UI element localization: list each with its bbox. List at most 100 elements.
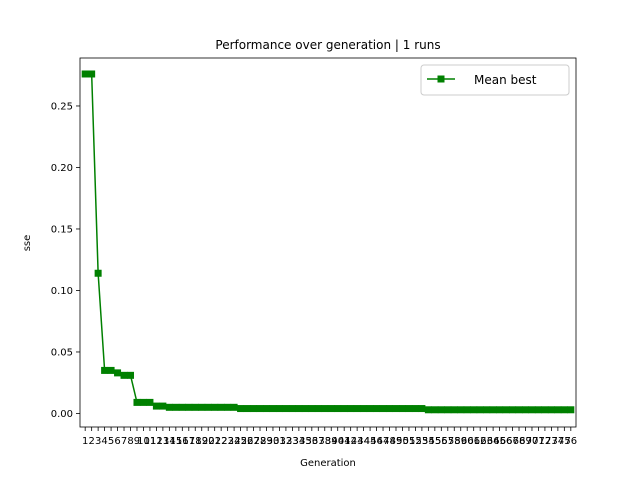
- data-point: [353, 405, 361, 413]
- data-point: [204, 403, 212, 411]
- legend-box: [420, 64, 570, 96]
- x-tick-label: 51: [403, 436, 416, 447]
- data-point: [360, 405, 368, 413]
- data-point: [211, 403, 219, 411]
- data-point: [301, 405, 309, 413]
- x-tick-label: 19: [195, 436, 208, 447]
- y-tick-label: 0.15: [51, 224, 73, 235]
- x-tick-label: 47: [377, 436, 390, 447]
- data-point: [321, 405, 329, 413]
- x-tick-label: 67: [506, 436, 519, 447]
- data-point: [262, 405, 270, 413]
- data-point: [114, 369, 122, 377]
- data-point: [411, 405, 419, 413]
- x-tick-label: 72: [539, 436, 552, 447]
- data-point: [139, 398, 147, 406]
- chart-title: Performance over generation | 1 runs: [215, 38, 440, 52]
- x-tick-label: 48: [383, 436, 396, 447]
- data-point: [127, 371, 135, 379]
- data-point: [463, 406, 471, 414]
- legend-label-mean-best: Mean best: [474, 73, 537, 87]
- data-point: [567, 406, 575, 414]
- x-tick-label: 65: [493, 436, 506, 447]
- x-tick-label: 68: [513, 436, 526, 447]
- x-tick-label: 8: [127, 436, 133, 447]
- x-tick-label: 34: [292, 436, 305, 447]
- x-tick-label: 64: [487, 436, 500, 447]
- x-tick-label: 13: [157, 436, 170, 447]
- x-tick-label: 27: [247, 436, 260, 447]
- x-tick-label: 29: [260, 436, 273, 447]
- x-tick-label: 3: [95, 436, 101, 447]
- data-point: [366, 405, 374, 413]
- data-point: [172, 403, 180, 411]
- x-tick-label: 12: [150, 436, 163, 447]
- x-tick-label: 46: [370, 436, 383, 447]
- y-tick-label: 0.25: [51, 101, 73, 112]
- data-point: [528, 406, 536, 414]
- x-tick-label: 53: [416, 436, 429, 447]
- x-tick-label: 10: [137, 436, 150, 447]
- x-tick-label: 74: [552, 436, 565, 447]
- data-point: [470, 406, 478, 414]
- x-tick-label: 71: [532, 436, 545, 447]
- data-point: [101, 366, 109, 374]
- x-tick-label: 30: [267, 436, 280, 447]
- plot-area: 0.000.050.100.150.200.251 2 3 4 5 6 7 8 91011121…: [51, 57, 577, 447]
- data-point: [314, 405, 322, 413]
- x-tick-label: 20: [202, 436, 215, 447]
- data-point: [379, 405, 387, 413]
- data-point: [243, 405, 251, 413]
- data-point: [496, 406, 504, 414]
- x-tick-label: 56: [435, 436, 448, 447]
- data-point: [237, 405, 245, 413]
- x-tick-label: 45: [364, 436, 377, 447]
- x-tick-label: 60: [461, 436, 474, 447]
- axes-frame: [79, 57, 577, 428]
- legend-marker-swatch: [437, 75, 445, 83]
- data-point: [230, 403, 238, 411]
- data-point: [120, 371, 128, 379]
- data-point: [424, 406, 432, 414]
- x-tick-label: 70: [526, 436, 539, 447]
- data-point: [547, 406, 555, 414]
- x-tick-label: 33: [286, 436, 299, 447]
- x-tick-label: 18: [189, 436, 202, 447]
- data-point: [178, 403, 186, 411]
- x-tick-label: 32: [280, 436, 293, 447]
- x-tick-label: 62: [474, 436, 487, 447]
- data-point: [107, 366, 115, 374]
- data-point: [282, 405, 290, 413]
- x-tick-label: 14: [163, 436, 176, 447]
- data-point: [392, 405, 400, 413]
- data-point: [308, 405, 316, 413]
- y-tick-label: 0.05: [51, 347, 73, 358]
- data-point: [398, 405, 406, 413]
- x-tick-label: 61: [467, 436, 480, 447]
- data-point: [191, 403, 199, 411]
- x-tick-label: 58: [448, 436, 461, 447]
- data-point: [541, 406, 549, 414]
- data-point: [88, 70, 96, 78]
- x-tick-label: 35: [299, 436, 312, 447]
- y-tick-label: 0.00: [51, 409, 73, 420]
- x-tick-label: 25: [234, 436, 247, 447]
- data-point: [386, 405, 394, 413]
- data-point: [94, 269, 102, 277]
- x-tick-label: 40: [331, 436, 344, 447]
- x-tick-label: 54: [422, 436, 435, 447]
- data-point: [340, 405, 348, 413]
- data-point: [457, 406, 465, 414]
- x-tick-label: 21: [208, 436, 221, 447]
- data-point: [534, 406, 542, 414]
- x-tick-label: 4: [101, 436, 107, 447]
- x-tick-label: 49: [390, 436, 403, 447]
- data-point: [489, 406, 497, 414]
- x-tick-label: 63: [480, 436, 493, 447]
- x-tick-label: 75: [558, 436, 571, 447]
- x-tick-label: 28: [254, 436, 267, 447]
- y-axis-label: sse: [22, 235, 33, 252]
- x-tick-label: 9: [134, 436, 140, 447]
- data-point: [347, 405, 355, 413]
